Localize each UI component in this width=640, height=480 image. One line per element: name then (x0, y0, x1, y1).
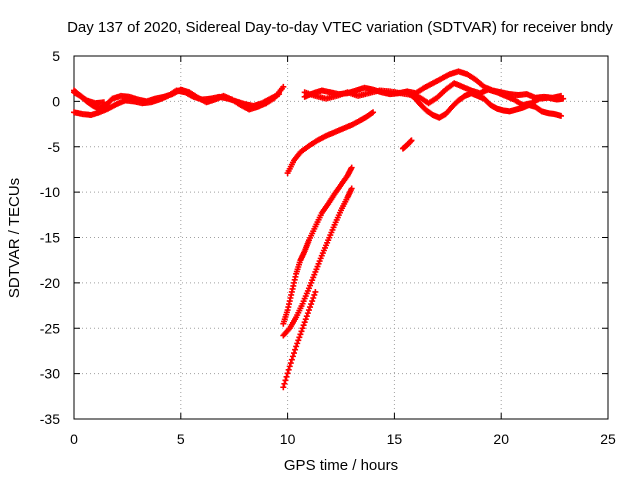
y-tick-label: 0 (52, 93, 60, 109)
series-track-c (71, 87, 107, 107)
data-point (282, 377, 289, 384)
data-point (285, 366, 292, 373)
data-point (307, 304, 314, 311)
data-point (292, 346, 299, 353)
x-tick-label: 0 (70, 431, 78, 447)
y-axis-label: SDTVAR / TECUs (6, 178, 23, 298)
y-tick-label: -35 (40, 411, 60, 427)
y-tick-label: -15 (40, 230, 60, 246)
data-point (348, 164, 355, 171)
data-point (370, 109, 377, 116)
grid (74, 56, 608, 419)
x-tick-label: 15 (387, 431, 403, 447)
data-point (348, 185, 355, 192)
data-point (296, 334, 303, 341)
data-point (289, 353, 296, 360)
axis-ticks: 0 5 10 15 20 25 5 0 -5 -10 -15 -20 -25 -30 -35 (40, 48, 616, 447)
data-point (300, 322, 307, 329)
data-point (312, 288, 319, 295)
data-point (304, 310, 311, 317)
data-point (299, 325, 306, 332)
data-point (280, 83, 287, 90)
x-tick-label: 20 (493, 431, 509, 447)
data-point (276, 91, 283, 98)
series-track-i (280, 164, 355, 327)
data-point (297, 331, 304, 338)
data-point (294, 340, 301, 347)
data-point (286, 363, 293, 370)
chart-title: Day 137 of 2020, Sidereal Day-to-day VTE… (67, 19, 613, 36)
data-point (301, 319, 308, 326)
data-point (280, 384, 287, 391)
series-track-h (399, 137, 415, 152)
data-point (295, 337, 302, 344)
x-axis-label: GPS time / hours (284, 457, 398, 474)
data-point (560, 95, 567, 102)
data-point (309, 298, 316, 305)
data-point (288, 356, 295, 363)
data-points (71, 68, 567, 391)
series-track-f (404, 89, 565, 121)
data-point (298, 328, 305, 335)
series-track-j (280, 185, 355, 339)
y-tick-label: -5 (48, 139, 61, 155)
y-tick-label: -30 (40, 366, 60, 382)
data-point (293, 343, 300, 350)
data-point (283, 373, 290, 380)
x-tick-label: 25 (600, 431, 616, 447)
data-point (311, 291, 318, 298)
y-tick-label: -20 (40, 275, 60, 291)
y-tick-label: 5 (52, 48, 60, 64)
y-tick-label: -25 (40, 320, 60, 336)
data-point (308, 301, 315, 308)
series-track-k (280, 288, 319, 391)
data-point (100, 99, 107, 106)
data-point (303, 313, 310, 320)
data-point (558, 112, 565, 119)
x-tick-label: 10 (280, 431, 296, 447)
data-point (305, 307, 312, 314)
data-point (291, 350, 298, 357)
data-point (310, 295, 317, 301)
y-tick-label: -10 (40, 184, 60, 200)
data-point (408, 137, 415, 144)
data-point (284, 370, 291, 377)
data-point (281, 380, 288, 387)
data-point (287, 360, 294, 367)
x-tick-label: 5 (177, 431, 185, 447)
series-track-g (284, 109, 377, 177)
data-point (302, 316, 309, 323)
series-track-b (71, 87, 283, 118)
